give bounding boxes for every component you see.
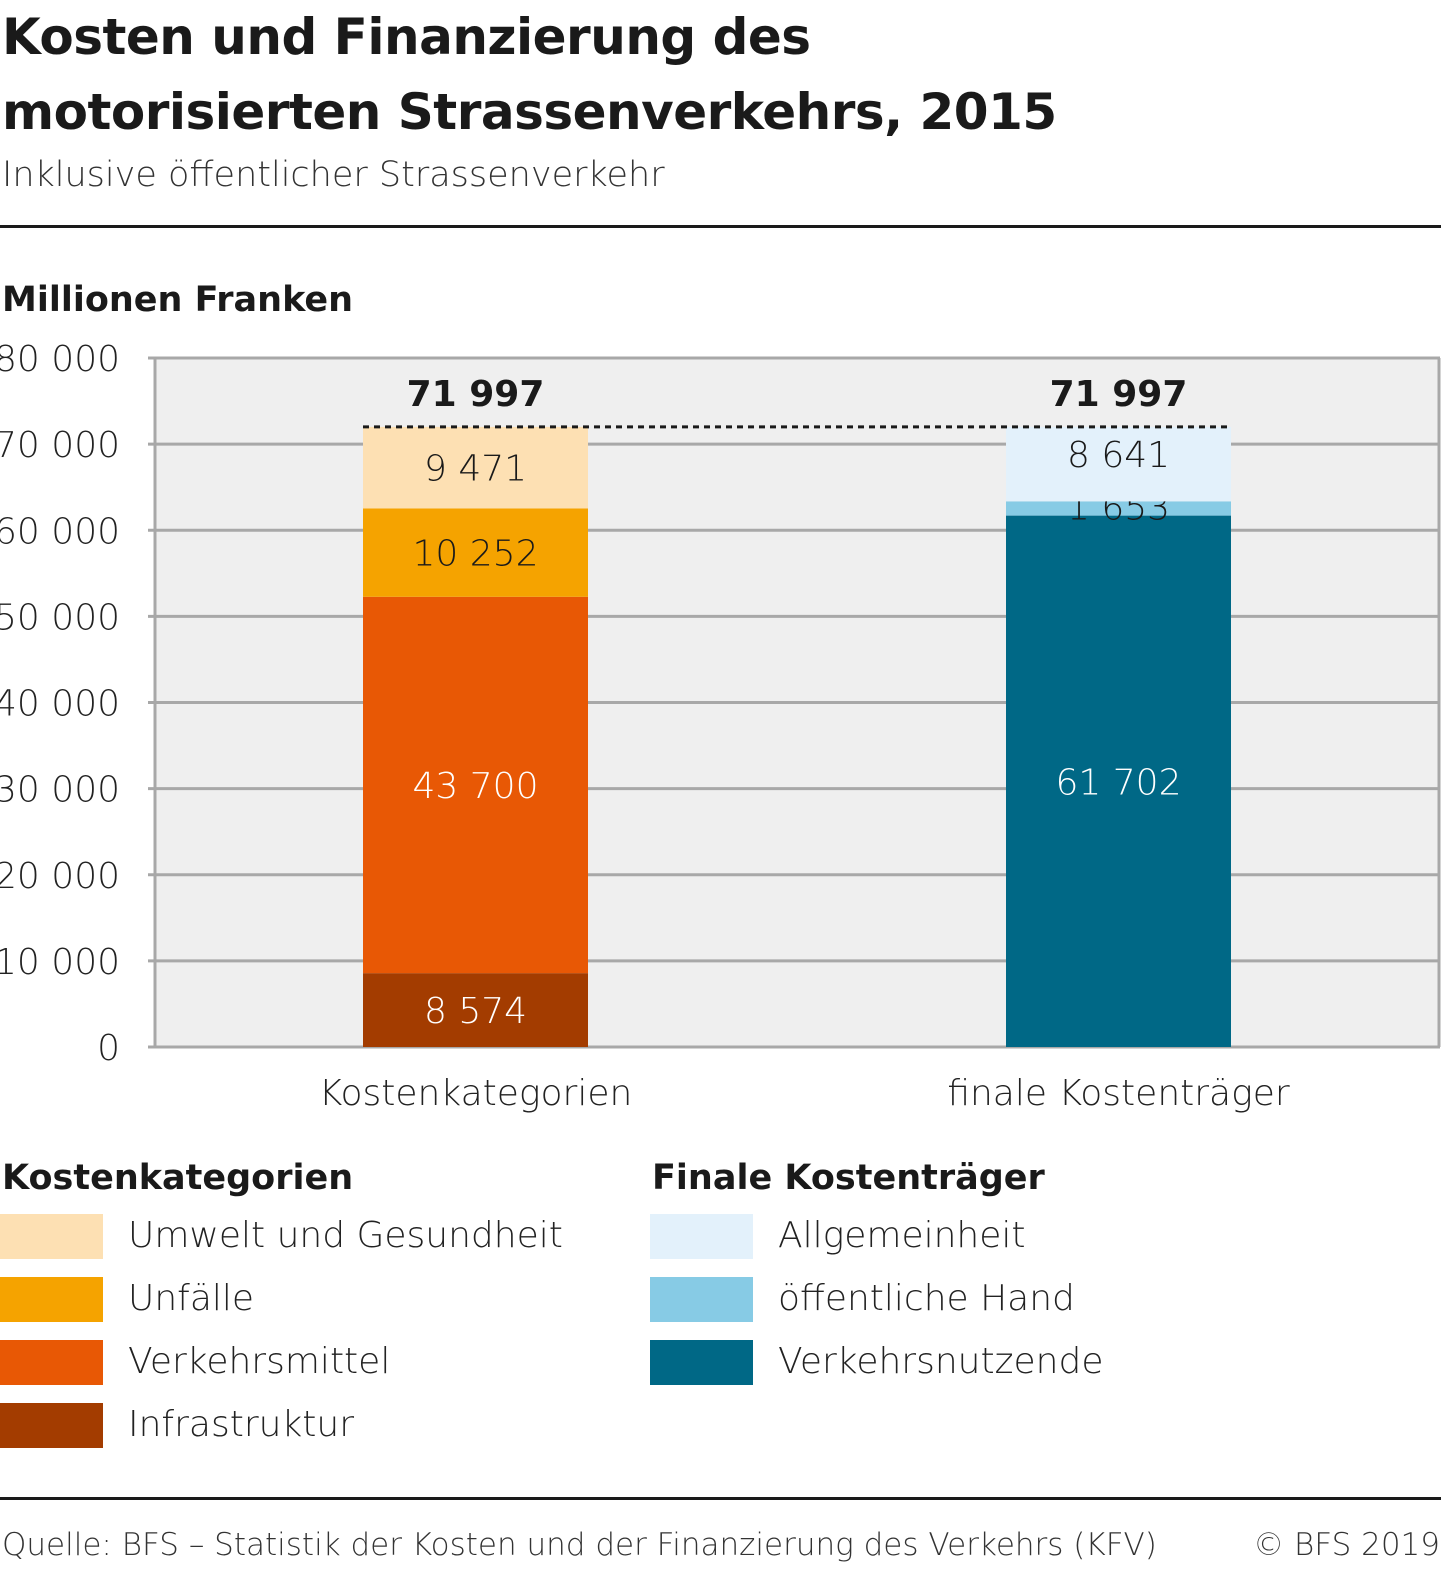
legend-label: Verkehrsnutzende xyxy=(778,1341,1104,1382)
y-tick-label: 20 000 xyxy=(0,856,120,897)
chart-subtitle: Inklusive öffentlicher Strassenverkehr xyxy=(2,155,665,195)
legend-label: Infrastruktur xyxy=(128,1404,355,1445)
legend-swatch xyxy=(0,1214,103,1259)
total-label: 71 997 xyxy=(407,374,545,415)
y-tick-label: 30 000 xyxy=(0,770,120,811)
bar-segment xyxy=(363,973,588,1047)
x-tick-label: finale Kostenträger xyxy=(947,1073,1290,1114)
legend-swatch xyxy=(650,1340,753,1385)
y-tick-label: 10 000 xyxy=(0,942,120,983)
bar-chart: 0 10 000 20 000 30 000 40 000 50 000 60 000 70 … xyxy=(0,339,1441,1114)
data-label: 9 471 xyxy=(424,449,527,490)
bar-segment xyxy=(363,508,588,597)
y-tick-label: 50 000 xyxy=(0,597,120,638)
bar-segment xyxy=(1006,426,1231,502)
bar-segment xyxy=(363,596,588,974)
legend-swatch xyxy=(0,1403,103,1448)
legend-swatch xyxy=(0,1277,103,1322)
divider xyxy=(0,1497,1441,1500)
data-label: 43 700 xyxy=(413,766,539,807)
legend-label: Verkehrsmittel xyxy=(128,1341,391,1382)
total-label: 71 997 xyxy=(1050,374,1188,415)
data-label: 10 252 xyxy=(413,534,539,575)
legend-label: Allgemeinheit xyxy=(778,1215,1026,1256)
data-label: 8 574 xyxy=(424,991,527,1032)
legend-label: Unfälle xyxy=(128,1278,255,1319)
y-tick-label: 40 000 xyxy=(0,684,120,725)
bar-segment xyxy=(363,426,588,509)
bar-segment xyxy=(1006,515,1231,1047)
legend-swatch xyxy=(0,1340,103,1385)
chart-title: Kosten und Finanzierung des motorisierte… xyxy=(2,8,1057,141)
copyright: © BFS 2019 xyxy=(1253,1527,1440,1563)
y-axis-label: Millionen Franken xyxy=(2,280,354,320)
legend-label: Umwelt und Gesundheit xyxy=(128,1215,563,1256)
legend-swatch xyxy=(650,1277,753,1322)
y-tick-label: 70 000 xyxy=(0,425,120,466)
legend-title-kostentraeger: Finale Kostenträger xyxy=(652,1158,1045,1198)
y-tick-label: 60 000 xyxy=(0,511,120,552)
y-tick-label: 0 xyxy=(97,1028,120,1069)
x-tick-label: Kostenkategorien xyxy=(319,1073,633,1114)
legend-label: öffentliche Hand xyxy=(778,1278,1075,1319)
y-tick-label: 80 000 xyxy=(0,339,120,380)
data-label: 8 641 xyxy=(1067,435,1170,476)
legend-swatch xyxy=(650,1214,753,1259)
source-note: Quelle: BFS – Statistik der Kosten und d… xyxy=(2,1527,1157,1563)
data-label: 61 702 xyxy=(1056,762,1182,803)
legend-title-kostenkategorien: Kostenkategorien xyxy=(2,1158,354,1198)
divider xyxy=(0,225,1441,228)
bar-segment xyxy=(1006,501,1231,516)
